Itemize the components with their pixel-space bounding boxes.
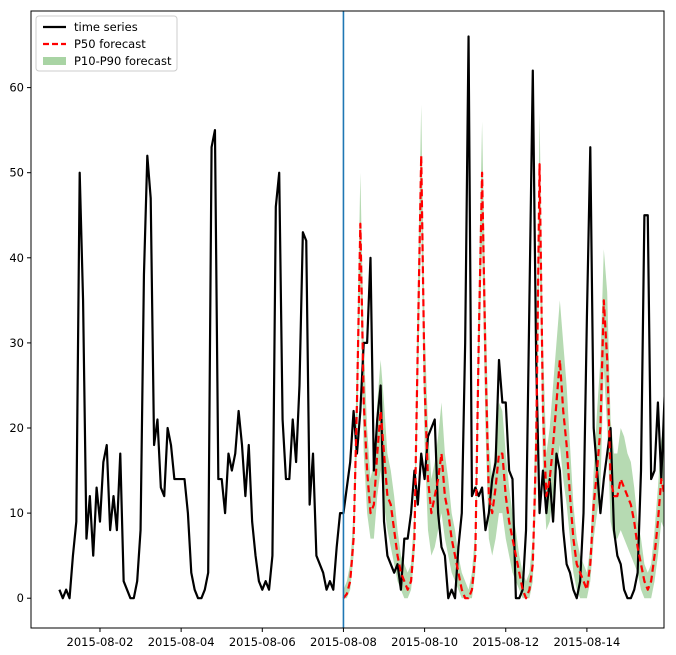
y-tick-label: 50 — [9, 166, 24, 180]
x-tick-label: 2015-08-04 — [148, 635, 215, 649]
y-tick-label: 60 — [9, 81, 24, 95]
p50-forecast-line — [342, 154, 664, 600]
plot-area — [58, 11, 664, 628]
y-tick-label: 20 — [9, 421, 24, 435]
y-tick-label: 10 — [9, 506, 24, 520]
axes: 0 10 20 30 40 50 60 2015-08-02 2015-08-04 2015-08… — [9, 10, 665, 649]
y-tick-label: 0 — [17, 591, 24, 605]
x-tick-label: 2015-08-14 — [553, 635, 620, 649]
legend-label: P10-P90 forecast — [74, 54, 172, 68]
axes-frame — [30, 10, 665, 629]
x-tick-label: 2015-08-12 — [472, 635, 539, 649]
x-tick-label: 2015-08-06 — [229, 635, 296, 649]
legend-box — [35, 15, 178, 72]
legend-label: time series — [74, 20, 138, 34]
legend-label: P50 forecast — [74, 37, 146, 51]
x-tick-label: 2015-08-10 — [391, 635, 458, 649]
time-series-line — [58, 35, 664, 600]
legend: time series P50 forecast P10-P90 forecast — [35, 15, 178, 72]
x-tick-label: 2015-08-08 — [310, 635, 377, 649]
y-tick-label: 40 — [9, 251, 24, 265]
x-tick-label: 2015-08-02 — [67, 635, 134, 649]
y-tick-label: 30 — [9, 336, 24, 350]
p10-p90-band — [343, 104, 664, 599]
legend-swatch-band — [43, 57, 66, 65]
